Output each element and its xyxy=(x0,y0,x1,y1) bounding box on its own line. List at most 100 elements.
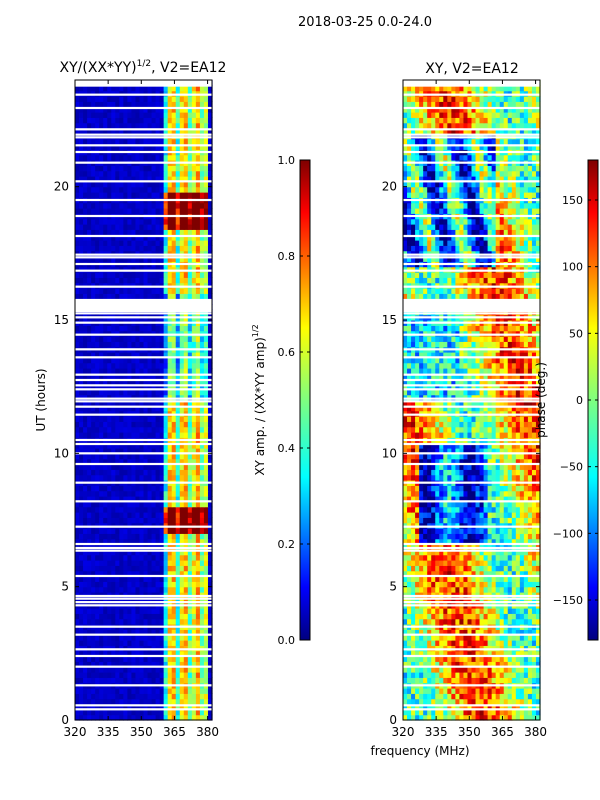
heatmap-cell xyxy=(163,176,169,182)
heatmap-cell xyxy=(407,634,412,641)
heatmap-cell xyxy=(95,186,100,193)
heatmap-cell xyxy=(127,234,133,241)
heatmap-cell xyxy=(123,576,128,582)
heatmap-cell xyxy=(127,672,133,678)
heatmap-cell xyxy=(199,714,205,721)
heatmap-cell xyxy=(195,485,201,492)
heatmap-cell xyxy=(135,389,141,396)
heatmap-cell xyxy=(91,256,96,262)
heatmap-cell xyxy=(99,650,104,657)
heatmap-cell xyxy=(187,218,193,225)
heatmap-cell xyxy=(163,613,169,620)
heatmap-cell xyxy=(467,693,473,700)
heatmap-cell xyxy=(487,714,493,721)
heatmap-cell xyxy=(179,448,185,454)
heatmap-cell xyxy=(535,688,541,694)
heatmap-cell xyxy=(179,512,185,518)
heatmap-cell xyxy=(195,373,201,380)
heatmap-cell xyxy=(183,277,189,284)
heatmap-cell xyxy=(107,192,112,198)
heatmap-cell xyxy=(91,181,96,188)
heatmap-cell xyxy=(195,426,201,433)
heatmap-cell xyxy=(147,186,153,193)
heatmap-cell xyxy=(463,709,469,716)
heatmap-cell xyxy=(87,357,92,364)
heatmap-cell xyxy=(147,144,153,150)
heatmap-cell xyxy=(151,400,157,406)
heatmap-cell xyxy=(183,272,189,278)
heatmap-cell xyxy=(159,165,165,172)
heatmap-cell xyxy=(139,352,145,358)
heatmap-cell xyxy=(175,560,181,566)
heatmap-cell xyxy=(147,229,153,236)
heatmap-cell xyxy=(195,496,201,502)
heatmap-cell xyxy=(175,464,181,470)
heatmap-cell xyxy=(75,245,80,252)
heatmap-cell xyxy=(191,336,197,342)
heatmap-cell xyxy=(159,208,165,214)
heatmap-cell xyxy=(519,714,525,721)
heatmap-cell xyxy=(87,661,92,668)
heatmap-cell xyxy=(95,224,100,230)
left-panel-title: XY/(XX*YY)1/2, V2=EA12 xyxy=(60,59,227,76)
heatmap-cell xyxy=(95,693,100,700)
heatmap-cell xyxy=(511,597,517,604)
heatmap-cell xyxy=(443,640,448,646)
left-colorbar-label: XY amp. / (XX*YY amp)1/2 xyxy=(251,324,267,475)
heatmap-cell xyxy=(207,672,213,678)
heatmap-cell xyxy=(143,432,149,438)
heatmap-cell xyxy=(107,325,112,332)
heatmap-cell xyxy=(151,432,157,438)
heatmap-cell xyxy=(175,357,181,364)
heatmap-cell xyxy=(187,506,193,513)
left-panel: XY/(XX*YY)1/2, V2=EA12 320 335 350 365 38005… xyxy=(34,59,226,739)
heatmap-cell xyxy=(155,229,161,236)
heatmap-cell xyxy=(203,293,209,300)
heatmap-cell xyxy=(79,469,84,476)
heatmap-cell xyxy=(183,613,189,620)
heatmap-cell xyxy=(151,416,157,422)
heatmap-cell xyxy=(183,469,189,476)
heatmap-cell xyxy=(175,416,181,422)
heatmap-cell xyxy=(131,293,137,300)
heatmap-cell xyxy=(159,186,165,193)
heatmap-cell xyxy=(99,192,104,198)
heatmap-cell xyxy=(179,192,185,198)
heatmap-cell xyxy=(183,448,189,454)
heatmap-cell xyxy=(83,549,88,556)
heatmap-cell xyxy=(503,693,509,700)
heatmap-cell xyxy=(123,458,128,465)
heatmap-cell xyxy=(91,469,96,476)
heatmap-cell xyxy=(119,464,124,470)
heatmap-cell xyxy=(123,672,128,678)
heatmap-cell xyxy=(147,240,153,246)
heatmap-cell xyxy=(83,336,88,342)
heatmap-cell xyxy=(75,570,80,577)
heatmap-cell xyxy=(111,256,116,262)
heatmap-cell xyxy=(143,709,149,716)
heatmap-cell xyxy=(203,192,209,198)
heatmap-cell xyxy=(531,677,537,684)
heatmap-cell xyxy=(171,112,177,118)
data-gap-block xyxy=(75,300,212,312)
heatmap-cell xyxy=(467,656,473,662)
heatmap-cell xyxy=(75,517,80,524)
heatmap-cell xyxy=(131,549,137,556)
heatmap-cell xyxy=(163,288,169,294)
heatmap-cell xyxy=(91,586,96,593)
heatmap-cell xyxy=(75,613,80,620)
heatmap-cell xyxy=(131,432,137,438)
heatmap-cell xyxy=(127,613,133,620)
heatmap-cell xyxy=(107,405,112,412)
heatmap-cell xyxy=(111,378,116,385)
heatmap-cell xyxy=(139,586,145,593)
heatmap-cell xyxy=(187,634,193,641)
heatmap-cell xyxy=(99,362,104,369)
heatmap-cell xyxy=(535,666,541,673)
heatmap-cell xyxy=(519,672,525,678)
heatmap-cell xyxy=(123,693,128,700)
heatmap-cell xyxy=(123,640,128,646)
heatmap-cell xyxy=(95,576,100,582)
heatmap-cell xyxy=(483,666,489,673)
heatmap-cell xyxy=(131,218,137,225)
